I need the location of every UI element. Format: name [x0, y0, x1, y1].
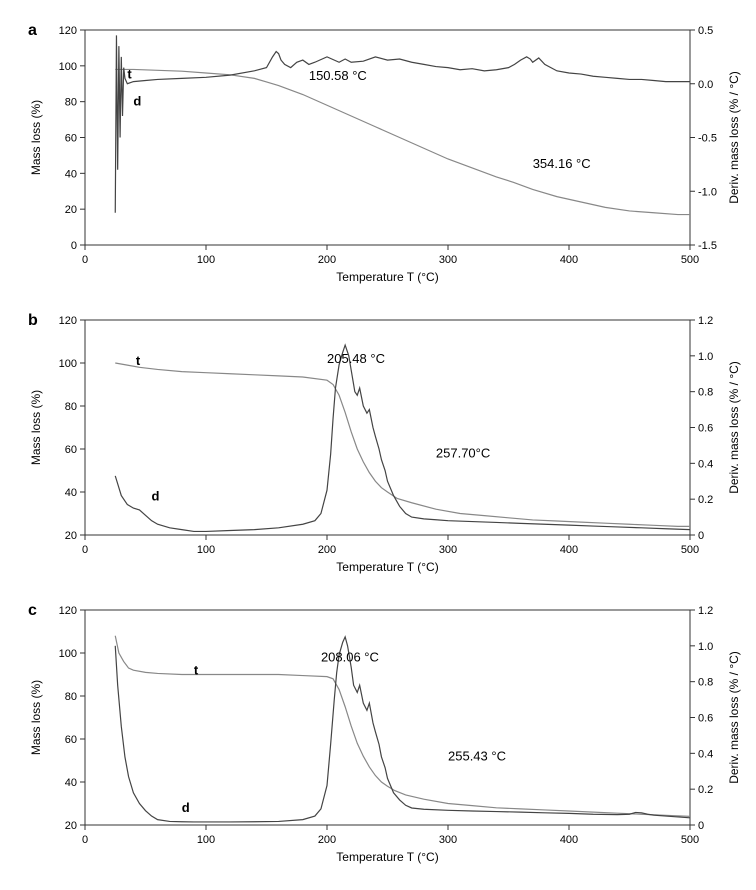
svg-text:300: 300 — [439, 834, 457, 846]
svg-text:500: 500 — [681, 834, 699, 846]
svg-text:Temperature T (°C): Temperature T (°C) — [336, 560, 438, 574]
svg-text:0.4: 0.4 — [698, 748, 713, 760]
svg-text:80: 80 — [65, 401, 77, 413]
svg-text:100: 100 — [197, 544, 215, 556]
svg-text:257.70°C: 257.70°C — [436, 446, 490, 461]
svg-text:0.8: 0.8 — [698, 387, 713, 399]
svg-text:500: 500 — [681, 254, 699, 266]
svg-text:0: 0 — [698, 820, 704, 832]
svg-text:354.16 °C: 354.16 °C — [533, 156, 591, 171]
svg-text:255.43 °C: 255.43 °C — [448, 749, 506, 764]
svg-text:d: d — [152, 489, 160, 504]
svg-text:0: 0 — [82, 834, 88, 846]
svg-text:100: 100 — [59, 648, 77, 660]
svg-text:100: 100 — [197, 834, 215, 846]
svg-text:0: 0 — [82, 544, 88, 556]
svg-text:60: 60 — [65, 133, 77, 145]
svg-text:60: 60 — [65, 734, 77, 746]
svg-text:205.48 °C: 205.48 °C — [327, 351, 385, 366]
svg-text:300: 300 — [439, 254, 457, 266]
svg-text:0.5: 0.5 — [698, 25, 713, 37]
svg-text:120: 120 — [59, 605, 77, 617]
svg-text:Deriv. mass loss (% / °C): Deriv. mass loss (% / °C) — [727, 71, 741, 204]
svg-text:0.6: 0.6 — [698, 423, 713, 435]
svg-text:200: 200 — [318, 254, 336, 266]
svg-text:400: 400 — [560, 544, 578, 556]
svg-text:-1.5: -1.5 — [698, 240, 717, 252]
svg-text:80: 80 — [65, 691, 77, 703]
svg-text:400: 400 — [560, 834, 578, 846]
svg-text:Deriv. mass loss (% / °C): Deriv. mass loss (% / °C) — [727, 361, 741, 494]
svg-text:120: 120 — [59, 315, 77, 327]
svg-text:1.2: 1.2 — [698, 605, 713, 617]
svg-text:80: 80 — [65, 97, 77, 109]
svg-text:100: 100 — [59, 358, 77, 370]
svg-text:0.2: 0.2 — [698, 784, 713, 796]
svg-text:0: 0 — [698, 530, 704, 542]
svg-text:t: t — [136, 353, 141, 368]
svg-text:100: 100 — [59, 61, 77, 73]
svg-text:40: 40 — [65, 487, 77, 499]
chart-panel-c: c 0 100 200 300 400 500 Temperature T (°C) 20 40 6… — [10, 590, 746, 870]
svg-text:1.0: 1.0 — [698, 351, 713, 363]
svg-text:d: d — [133, 93, 141, 108]
svg-text:Deriv. mass loss (% / °C): Deriv. mass loss (% / °C) — [727, 651, 741, 784]
svg-text:150.58 °C: 150.58 °C — [309, 68, 367, 83]
svg-text:Mass loss (%): Mass loss (%) — [29, 680, 43, 755]
svg-text:40: 40 — [65, 168, 77, 180]
svg-text:400: 400 — [560, 254, 578, 266]
svg-text:208.06 °C: 208.06 °C — [321, 650, 379, 665]
svg-text:200: 200 — [318, 834, 336, 846]
svg-text:-1.0: -1.0 — [698, 186, 717, 198]
svg-text:0: 0 — [71, 240, 77, 252]
svg-text:40: 40 — [65, 777, 77, 789]
svg-text:0.8: 0.8 — [698, 677, 713, 689]
svg-text:60: 60 — [65, 444, 77, 456]
svg-text:500: 500 — [681, 544, 699, 556]
svg-text:20: 20 — [65, 204, 77, 216]
svg-text:20: 20 — [65, 820, 77, 832]
svg-text:-0.5: -0.5 — [698, 133, 717, 145]
svg-text:1.0: 1.0 — [698, 641, 713, 653]
chart-panel-a: a 0 100 200 300 400 500 Temperature T (°C) 0 20 40… — [10, 10, 746, 290]
svg-text:0.4: 0.4 — [698, 458, 713, 470]
svg-text:t: t — [194, 663, 199, 678]
svg-text:Mass loss (%): Mass loss (%) — [29, 100, 43, 175]
svg-text:100: 100 — [197, 254, 215, 266]
svg-text:Mass loss (%): Mass loss (%) — [29, 390, 43, 465]
svg-text:200: 200 — [318, 544, 336, 556]
svg-text:0.0: 0.0 — [698, 79, 713, 91]
svg-text:1.2: 1.2 — [698, 315, 713, 327]
svg-text:Temperature T (°C): Temperature T (°C) — [336, 850, 438, 864]
svg-text:0.6: 0.6 — [698, 713, 713, 725]
svg-text:0.2: 0.2 — [698, 494, 713, 506]
svg-text:Temperature T (°C): Temperature T (°C) — [336, 270, 438, 284]
svg-text:d: d — [182, 800, 190, 815]
svg-text:300: 300 — [439, 544, 457, 556]
svg-text:0: 0 — [82, 254, 88, 266]
svg-text:b: b — [28, 312, 38, 329]
svg-text:20: 20 — [65, 530, 77, 542]
svg-text:t: t — [127, 66, 132, 81]
chart-panel-b: b 0 100 200 300 400 500 Temperature T (°C) 20 40 6… — [10, 300, 746, 580]
svg-text:120: 120 — [59, 25, 77, 37]
svg-text:a: a — [28, 22, 37, 39]
svg-text:c: c — [28, 602, 37, 619]
